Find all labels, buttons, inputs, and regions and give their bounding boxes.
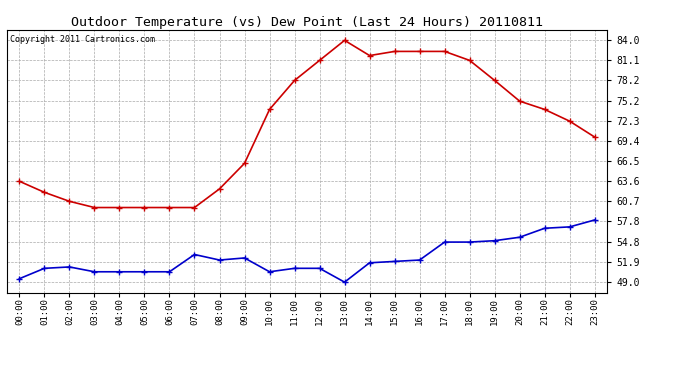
- Text: Copyright 2011 Cartronics.com: Copyright 2011 Cartronics.com: [10, 35, 155, 44]
- Title: Outdoor Temperature (vs) Dew Point (Last 24 Hours) 20110811: Outdoor Temperature (vs) Dew Point (Last…: [71, 16, 543, 29]
